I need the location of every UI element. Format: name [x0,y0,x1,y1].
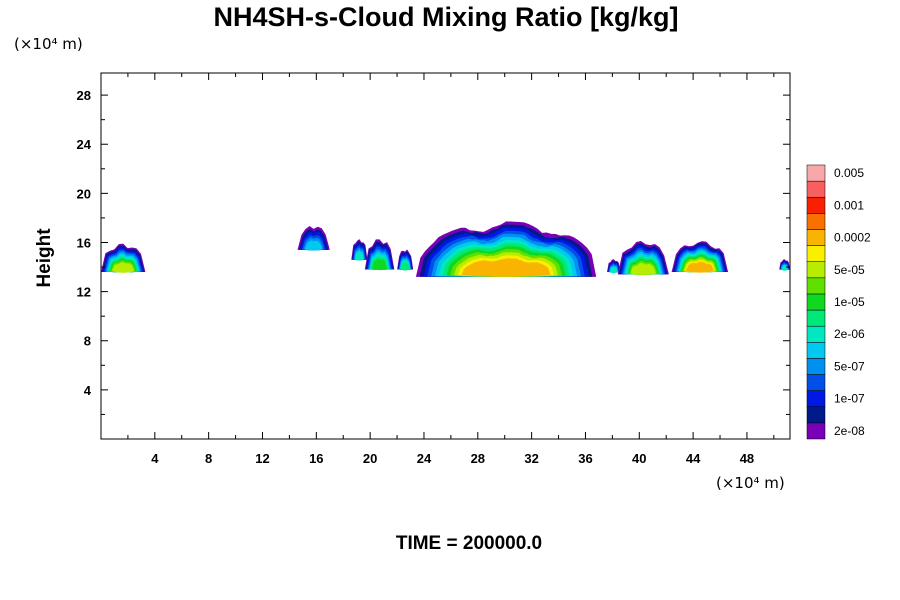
colorbar-swatch [806,180,826,198]
y-tick-label: 16 [77,235,91,250]
colorbar-label: 2e-08 [834,424,865,438]
colorbar-swatch [806,374,826,391]
colorbar-swatch [806,164,826,182]
colorbar-swatch [806,229,826,246]
cloud-contour-band [112,262,135,273]
cloud-segment [415,221,597,277]
colorbar-label: 0.005 [834,166,864,180]
colorbar-swatch [806,277,826,295]
chart-title: NH4SH-s-Cloud Mixing Ratio [kg/kg] [214,2,679,32]
colorbar-swatch [806,325,826,343]
cloud-segment [351,239,368,261]
x-tick-label: 20 [363,451,377,466]
colorbar-label: 0.001 [834,198,864,212]
colorbar-label: 2e-06 [834,327,865,341]
cloud-contour-band [685,261,714,273]
x-tick-label: 12 [255,451,269,466]
cloud-contour-band [304,240,323,251]
time-label: TIME = 200000.0 [396,533,542,554]
colorbar-swatch [806,422,826,440]
x-tick-label: 48 [740,451,754,466]
cloud-segment [779,259,790,271]
y-tick-label: 24 [77,137,92,152]
colorbar-label: 0.0002 [834,231,871,245]
colorbar-swatch [806,213,826,230]
colorbar-swatch [806,358,826,375]
cloud-segment [297,226,330,251]
colorbar-swatch [806,196,826,214]
cloud-contour-band [372,258,388,271]
y-axis-unit: (×10⁴ m) [14,35,83,53]
cloud-segment [607,259,621,274]
x-axis-unit: (×10⁴ m) [716,474,785,492]
cloud-contour-band [400,262,410,271]
colorbar-swatch [806,245,826,262]
cloud-segment [101,243,146,273]
x-tick-label: 4 [151,451,159,466]
y-axis-label: Height [34,228,55,288]
x-tick-label: 32 [524,451,538,466]
cloud-field [101,221,790,277]
colorbar-swatch [806,390,826,408]
cloud-segment [397,249,414,271]
colorbar-label: 1e-05 [834,295,865,309]
cloud-segment [617,241,669,275]
y-tick-label: 28 [77,88,91,103]
cloud-contour-band [355,251,364,261]
cloud-segment [364,239,395,271]
cloud-contour-band [461,258,551,277]
y-tick-label: 4 [84,383,92,398]
colorbar: 2e-08 1e-07 5e-07 2e-06 1e-05 5e-05 0.0002 0.00… [806,164,871,440]
colorbar-label: 5e-05 [834,263,865,277]
colorbar-swatch [806,293,826,311]
x-tick-label: 28 [471,451,485,466]
x-tick-label: 8 [205,451,212,466]
y-tick-label: 12 [77,285,91,300]
colorbar-swatch [806,342,826,359]
colorbar-label: 5e-07 [834,359,865,373]
x-tick-label: 24 [417,451,432,466]
x-tick-label: 40 [632,451,646,466]
x-tick-label: 44 [686,451,701,466]
colorbar-label: 1e-07 [834,392,865,406]
y-tick-label: 8 [84,334,91,349]
colorbar-swatch [806,261,826,279]
x-tick-label: 16 [309,451,323,466]
colorbar-swatch [806,309,826,327]
plot-frame [100,72,791,440]
cloud-contour-band [610,267,618,274]
y-tick-label: 20 [77,186,91,201]
colorbar-swatch [806,406,826,424]
x-tick-label: 36 [578,451,592,466]
cloud-contour-band [630,262,657,275]
cloud-segment [671,241,729,273]
